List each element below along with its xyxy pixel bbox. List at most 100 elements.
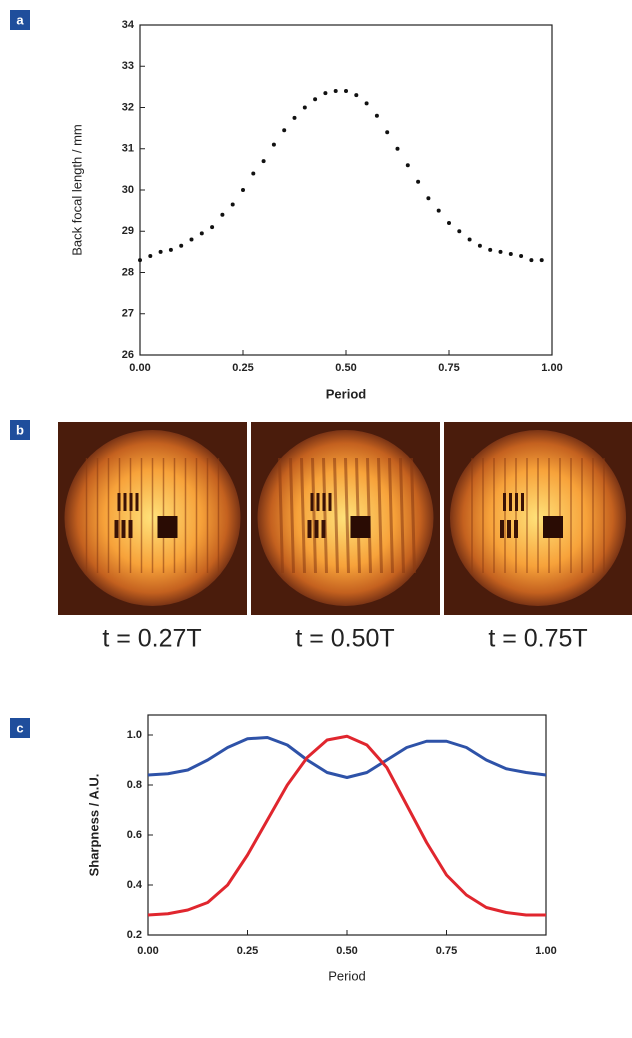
data-point xyxy=(210,225,215,230)
panel-label: a xyxy=(16,12,24,27)
photo-fringe xyxy=(311,457,317,574)
image-caption: t = 0.27T xyxy=(102,625,201,653)
panel-label: c xyxy=(16,720,23,735)
y-tick-label: 30 xyxy=(122,184,134,196)
chart: 0.00 0.25 0.50 0.75 1.00 26 27 28 29 30 31 32 33 34 Pe… xyxy=(69,19,562,402)
x-tick-label: 0.50 xyxy=(336,945,357,957)
y-tick-label: 34 xyxy=(122,19,135,31)
data-line xyxy=(147,734,546,917)
photo-fringe xyxy=(300,457,306,574)
x-tick-label: 0.25 xyxy=(232,362,253,374)
photo-bar xyxy=(514,520,518,538)
photo-bar xyxy=(114,520,119,538)
photo-bar xyxy=(509,493,512,511)
x-tick-label: 0.75 xyxy=(438,362,459,374)
photo-bar xyxy=(314,520,319,538)
photo-fringe xyxy=(278,457,284,574)
data-point xyxy=(302,105,307,110)
y-tick-label: 33 xyxy=(122,60,134,72)
data-point xyxy=(251,171,256,176)
photo-bar xyxy=(310,493,314,511)
y-tick-label: 0.4 xyxy=(127,879,143,891)
data-point xyxy=(313,97,318,102)
photo-bar xyxy=(117,493,121,511)
photo-fringe xyxy=(377,457,383,574)
data-point xyxy=(168,247,173,252)
photo-bar xyxy=(322,493,326,511)
y-tick-label: 28 xyxy=(122,266,134,278)
y-tick-label: 31 xyxy=(122,143,134,155)
data-line xyxy=(147,736,547,779)
data-point xyxy=(354,93,359,98)
photo-bar xyxy=(500,520,504,538)
photo-fringe xyxy=(388,457,394,574)
y-tick-label: 0.8 xyxy=(127,779,142,791)
photo-bar xyxy=(128,520,133,538)
data-point xyxy=(271,142,276,147)
photo-bar xyxy=(316,493,320,511)
photo-fringe xyxy=(366,457,372,574)
y-axis-title: Back focal length / mm xyxy=(69,124,84,256)
data-point xyxy=(447,221,451,225)
photo-bar xyxy=(321,520,326,538)
y-tick-label: 1.0 xyxy=(127,729,142,741)
data-point xyxy=(374,113,379,118)
data-point xyxy=(220,212,225,217)
panel-label-box xyxy=(10,718,30,738)
photo-fringe xyxy=(322,457,328,574)
data-point xyxy=(292,115,297,120)
y-tick-label: 32 xyxy=(122,101,134,113)
photo-bar xyxy=(123,493,127,511)
photo-target xyxy=(157,516,178,538)
data-point xyxy=(457,229,462,234)
photo-bar xyxy=(515,493,518,511)
data-point xyxy=(467,237,472,242)
data-point xyxy=(477,243,482,248)
panel-label: b xyxy=(16,422,24,437)
photo-bar xyxy=(328,493,332,511)
data-point xyxy=(282,128,287,133)
data-point xyxy=(261,159,266,164)
data-point xyxy=(426,196,431,201)
y-tick-label: 29 xyxy=(122,225,134,237)
plot-frame xyxy=(139,24,553,356)
x-tick-label: 0.00 xyxy=(129,362,150,374)
data-point xyxy=(241,188,245,192)
data-point xyxy=(519,254,524,258)
x-tick-label: 0.25 xyxy=(237,945,258,957)
photo-bar xyxy=(507,520,511,538)
x-tick-label: 1.00 xyxy=(541,362,562,374)
data-point xyxy=(416,179,421,184)
data-point xyxy=(508,251,513,256)
y-tick-label: 26 xyxy=(122,349,134,361)
data-point xyxy=(364,101,369,106)
photo-bar xyxy=(521,493,524,511)
data-point xyxy=(148,254,153,258)
data-point xyxy=(189,237,194,242)
data-point xyxy=(436,208,441,213)
data-point xyxy=(405,163,410,168)
y-tick-label: 27 xyxy=(122,308,134,320)
photo-bar xyxy=(307,520,312,538)
photo-target xyxy=(543,516,563,538)
data-point xyxy=(179,243,184,248)
y-tick-label: 0.2 xyxy=(127,929,142,941)
panel-label-box xyxy=(10,10,30,30)
photo-bar xyxy=(129,493,133,511)
photo-lens xyxy=(257,430,434,606)
x-axis-title: Period xyxy=(328,968,366,983)
photo-fringe xyxy=(344,457,350,574)
data-point xyxy=(385,130,390,135)
chart: 0.00 0.25 0.50 0.75 1.00 0.2 0.4 0.6 0.8 1.0 Perio… xyxy=(86,714,557,983)
image-caption: t = 0.75T xyxy=(488,625,587,653)
x-tick-label: 0.75 xyxy=(436,945,457,957)
data-point xyxy=(323,91,328,96)
y-axis-title: Sharpness / A.U. xyxy=(86,774,101,877)
data-point xyxy=(539,258,544,263)
photo-fringe xyxy=(399,457,405,574)
y-tick-label: 0.6 xyxy=(127,829,142,841)
photo-fringe xyxy=(355,457,361,574)
data-point xyxy=(488,247,493,252)
